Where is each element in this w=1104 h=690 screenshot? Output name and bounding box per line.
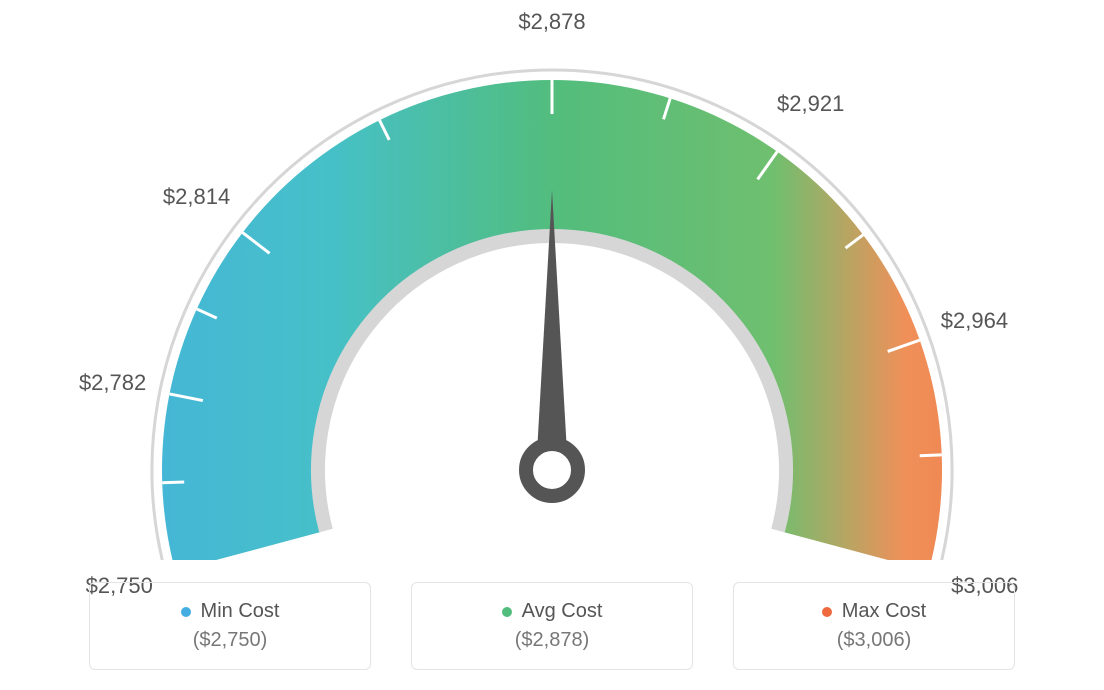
- gauge-svg: [0, 0, 1104, 560]
- legend-title-max: Max Cost: [822, 600, 926, 623]
- dot-icon: [822, 607, 832, 617]
- tick-label: $2,964: [941, 308, 1008, 334]
- legend-title-text: Max Cost: [842, 600, 926, 623]
- legend-card-min: Min Cost ($2,750): [89, 582, 371, 670]
- legend-card-avg: Avg Cost ($2,878): [411, 582, 693, 670]
- legend-row: Min Cost ($2,750) Avg Cost ($2,878) Max …: [0, 582, 1104, 670]
- gauge-area: $2,750$2,782$2,814$2,878$2,921$2,964$3,0…: [0, 0, 1104, 560]
- gauge-chart-container: $2,750$2,782$2,814$2,878$2,921$2,964$3,0…: [0, 0, 1104, 690]
- tick-label: $2,921: [777, 91, 844, 117]
- legend-title-min: Min Cost: [181, 600, 280, 623]
- legend-title-text: Min Cost: [201, 600, 280, 623]
- legend-title-avg: Avg Cost: [502, 600, 603, 623]
- legend-value-min: ($2,750): [193, 629, 268, 652]
- dot-icon: [181, 607, 191, 617]
- legend-title-text: Avg Cost: [522, 600, 603, 623]
- legend-value-max: ($3,006): [837, 629, 912, 652]
- tick-label: $2,878: [518, 9, 585, 35]
- dot-icon: [502, 607, 512, 617]
- tick-label: $2,782: [79, 370, 146, 396]
- legend-card-max: Max Cost ($3,006): [733, 582, 1015, 670]
- legend-value-avg: ($2,878): [515, 629, 590, 652]
- tick-label: $2,814: [163, 184, 230, 210]
